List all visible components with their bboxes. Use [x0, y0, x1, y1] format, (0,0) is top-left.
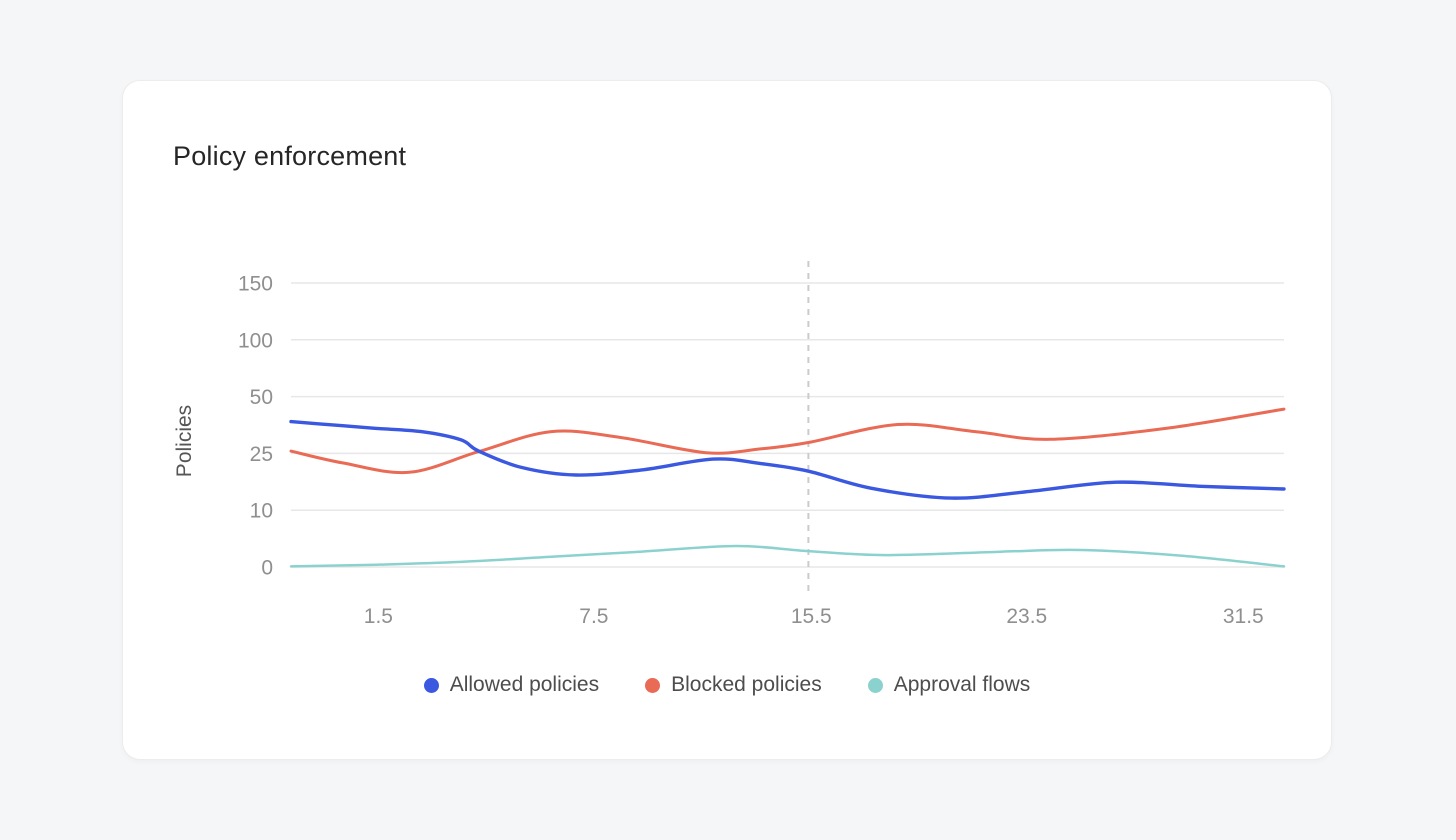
- y-tick-label: 10: [250, 500, 273, 523]
- x-tick-label: 15.5: [791, 605, 832, 628]
- legend-dot-icon: [423, 677, 439, 693]
- chart: 0 10 25 50 100 150 Policies 1.5 7.5 15.5 23.5 31.5: [123, 81, 1333, 761]
- y-tick-label: 100: [238, 329, 273, 352]
- y-tick-label: 0: [261, 557, 273, 580]
- chart-title: Policy enforcement: [173, 141, 407, 171]
- series-line-approval-flows: [289, 544, 1286, 568]
- chart-legend: Allowed policies Blocked policies Approval…: [123, 673, 1331, 697]
- legend-label: Approval flows: [893, 673, 1031, 696]
- y-tick-label: 25: [250, 443, 273, 466]
- legend-item-allowed-policies[interactable]: Allowed policies: [423, 673, 600, 697]
- legend-item-approval-flows[interactable]: Approval flows: [867, 673, 1031, 697]
- series-line-blocked-policies: [289, 407, 1286, 475]
- x-tick-label: 31.5: [1223, 605, 1264, 628]
- legend-dot-icon: [867, 677, 883, 693]
- series-line-allowed-policies: [289, 419, 1286, 500]
- x-tick-label: 23.5: [1006, 605, 1047, 628]
- y-axis-title: Policies: [173, 405, 196, 477]
- legend-label: Blocked policies: [671, 673, 822, 696]
- legend-label: Allowed policies: [449, 673, 600, 696]
- policy-enforcement-card: Policy enforcement 0 10 25 50 100 150 Policies…: [122, 80, 1332, 760]
- legend-item-blocked-policies[interactable]: Blocked policies: [645, 673, 822, 697]
- y-tick-label: 50: [250, 386, 273, 409]
- x-tick-label: 7.5: [579, 605, 608, 628]
- legend-dot-icon: [645, 677, 661, 693]
- y-tick-label: 150: [238, 273, 273, 296]
- x-tick-label: 1.5: [364, 605, 393, 628]
- line-chart-svg: 0 10 25 50 100 150 Policies 1.5 7.5 15.5 23.5 31.5: [173, 261, 1286, 628]
